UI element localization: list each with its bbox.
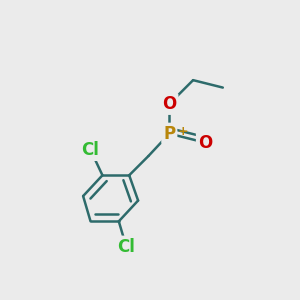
Text: +: + — [177, 125, 188, 138]
Text: Cl: Cl — [82, 141, 100, 159]
Text: O: O — [198, 134, 212, 152]
Text: P: P — [163, 125, 176, 143]
Text: Cl: Cl — [117, 238, 135, 256]
Text: O: O — [162, 95, 176, 113]
